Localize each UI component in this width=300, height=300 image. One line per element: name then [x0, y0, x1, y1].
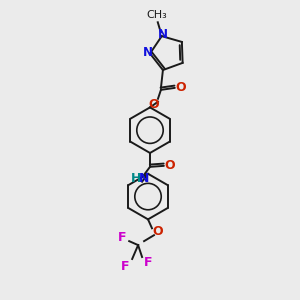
Text: O: O: [176, 81, 186, 94]
Text: F: F: [118, 231, 127, 244]
Text: N: N: [143, 46, 153, 59]
Text: O: O: [153, 225, 163, 238]
Text: F: F: [144, 256, 152, 269]
Text: F: F: [121, 260, 130, 273]
Text: N: N: [139, 172, 149, 185]
Text: H: H: [131, 172, 141, 185]
Text: O: O: [149, 98, 159, 111]
Text: O: O: [164, 159, 175, 172]
Text: N: N: [158, 28, 168, 41]
Text: CH₃: CH₃: [146, 10, 167, 20]
